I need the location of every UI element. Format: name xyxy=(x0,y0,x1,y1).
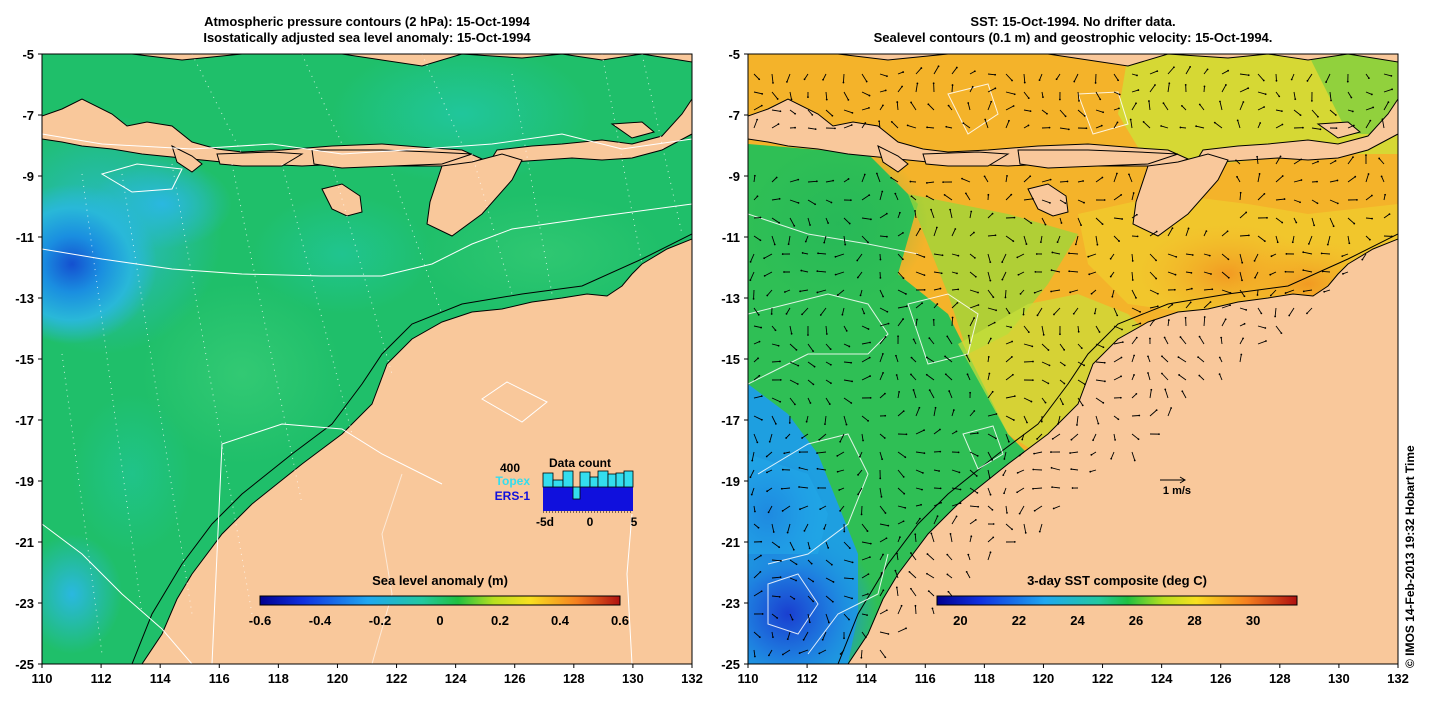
lon-tick-label: 126 xyxy=(1210,671,1232,686)
sst-colorbar-label: 3-day SST composite (deg C) xyxy=(1027,573,1207,588)
sst-colorbar-tick: 30 xyxy=(1246,613,1260,628)
velocity-scale-arrow xyxy=(1160,476,1186,484)
sst-colorbar-tick: 20 xyxy=(953,613,967,628)
data-count-tick-mid: 0 xyxy=(587,515,594,529)
lon-tick-label: 128 xyxy=(1269,671,1291,686)
lon-tick-label: 114 xyxy=(856,671,878,686)
credit-text: © IMOS 14-Feb-2013 19:32 Hobart Time xyxy=(1403,445,1417,668)
sla-colorbar-tick: 0.2 xyxy=(491,613,509,628)
axes: 110 112 114 116 118 120 122 124 126 128 130 132 -5 -7… xyxy=(15,47,1409,686)
sla-colorbar-tick: -0.6 xyxy=(249,613,271,628)
sst-map xyxy=(748,54,1398,664)
sst-colorbar-tick: 28 xyxy=(1187,613,1201,628)
sst-colorbar-tick: 24 xyxy=(1070,613,1085,628)
lon-tick-label: 110 xyxy=(32,671,53,686)
right-title-line1: SST: 15-Oct-1994. No drifter data. xyxy=(970,14,1176,29)
sst-colorbar-tick: 26 xyxy=(1129,613,1143,628)
lon-tick-label: 120 xyxy=(1033,671,1055,686)
lat-tick-label: -7 xyxy=(728,108,740,123)
right-title-line2: Sealevel contours (0.1 m) and geostrophi… xyxy=(873,30,1273,45)
lat-tick-label: -5 xyxy=(728,47,740,62)
lon-tick-label: 122 xyxy=(1092,671,1114,686)
lat-tick-label: -17 xyxy=(15,413,34,428)
sla-colorbar-tick: 0.4 xyxy=(551,613,570,628)
lat-tick-label: -23 xyxy=(15,596,34,611)
colorbar-ticks: -0.6 -0.4 -0.2 0 0.2 0.4 0.6 20 22 24 26 28 30 xyxy=(249,613,1261,628)
lat-tick-label: -19 xyxy=(721,474,740,489)
lat-tick-label: -15 xyxy=(721,352,740,367)
data-count-tick-start: -5d xyxy=(536,515,554,529)
lat-tick-label: -23 xyxy=(721,596,740,611)
data-count-title: Data count xyxy=(549,456,611,470)
lat-tick-label: -17 xyxy=(721,413,740,428)
lat-tick-label: -11 xyxy=(16,230,34,245)
lon-tick-label: 132 xyxy=(681,671,703,686)
lon-tick-label: 126 xyxy=(504,671,526,686)
lon-tick-label: 118 xyxy=(268,671,289,686)
lon-tick-label: 130 xyxy=(1328,671,1350,686)
lon-tick-label: 118 xyxy=(974,671,995,686)
sla-colorbar-tick: -0.2 xyxy=(369,613,391,628)
lat-tick-label: -19 xyxy=(15,474,34,489)
velocity-scale-label: 1 m/s xyxy=(1163,485,1191,497)
lon-tick-label: 110 xyxy=(738,671,759,686)
lat-tick-label: -9 xyxy=(728,169,740,184)
lat-tick-label: -13 xyxy=(721,291,740,306)
sla-colorbar-tick: 0 xyxy=(436,613,443,628)
lon-tick-label: 112 xyxy=(91,671,112,686)
lat-tick-label: -25 xyxy=(721,657,740,672)
left-title-line1: Atmospheric pressure contours (2 hPa): 1… xyxy=(204,14,530,29)
lat-tick-label: -13 xyxy=(15,291,34,306)
data-count-inset xyxy=(542,470,634,513)
lon-tick-label: 116 xyxy=(915,671,936,686)
legend-topex: Topex xyxy=(496,474,531,488)
lon-tick-label: 124 xyxy=(445,671,467,686)
lat-tick-label: -9 xyxy=(22,169,34,184)
left-title-line2: Isostatically adjusted sea level anomaly… xyxy=(203,30,531,45)
lon-tick-label: 124 xyxy=(1151,671,1173,686)
lat-tick-label: -25 xyxy=(15,657,34,672)
sla-map xyxy=(42,54,692,664)
data-count-max-label: 400 xyxy=(500,461,520,475)
lon-tick-label: 114 xyxy=(150,671,172,686)
lon-tick-label: 116 xyxy=(209,671,230,686)
data-count-tick-end: 5 xyxy=(631,515,638,529)
lon-tick-label: 122 xyxy=(386,671,408,686)
lon-tick-label: 132 xyxy=(1387,671,1409,686)
lat-tick-label: -21 xyxy=(15,535,34,550)
geostrophic-velocity-arrows xyxy=(749,65,1393,659)
sla-colorbar-label: Sea level anomaly (m) xyxy=(372,573,508,588)
lat-tick-label: -5 xyxy=(22,47,34,62)
legend-ers1: ERS-1 xyxy=(495,489,531,503)
lon-tick-label: 130 xyxy=(622,671,644,686)
sst-colorbar xyxy=(936,595,1298,606)
sla-colorbar xyxy=(259,595,621,606)
sst-colorbar-tick: 22 xyxy=(1012,613,1026,628)
lat-tick-label: -21 xyxy=(721,535,740,550)
lon-tick-label: 128 xyxy=(563,671,585,686)
lon-tick-label: 112 xyxy=(797,671,818,686)
lat-tick-label: -7 xyxy=(22,108,34,123)
lat-tick-label: -11 xyxy=(722,230,740,245)
sla-colorbar-tick: -0.4 xyxy=(309,613,332,628)
lat-tick-label: -15 xyxy=(15,352,34,367)
lon-tick-label: 120 xyxy=(327,671,349,686)
sla-colorbar-tick: 0.6 xyxy=(611,613,629,628)
